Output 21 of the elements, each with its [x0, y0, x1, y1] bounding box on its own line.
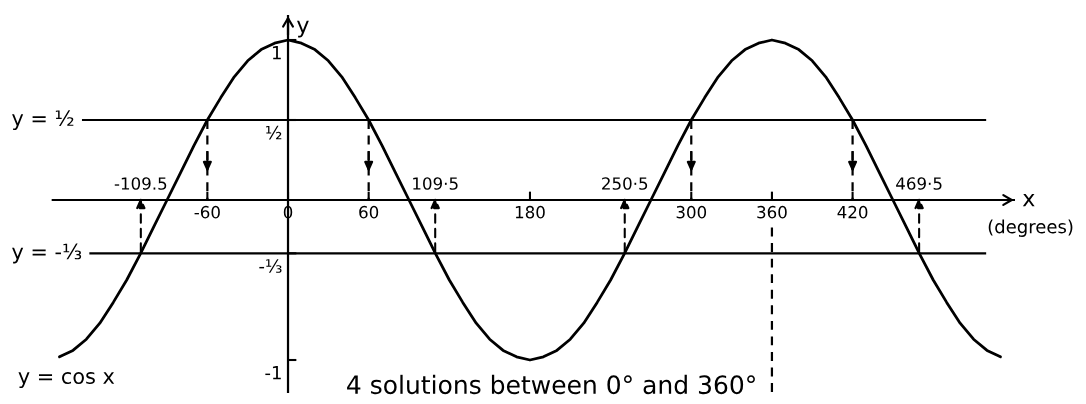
y-tick-label: -1 [265, 366, 281, 380]
x-tick-label: 60 [359, 205, 379, 219]
annotation: 109·5 [413, 177, 458, 190]
annotation: 469·5 [896, 177, 942, 190]
annotation: -109.5 [114, 177, 167, 190]
y-tick-label: 1 [272, 46, 281, 60]
series-label: y = cos x [18, 372, 115, 389]
x-tick-label: 360 [757, 205, 787, 219]
x-tick-label: -60 [194, 205, 220, 219]
annotation: 250·5 [602, 177, 648, 190]
y-tick-label: -⅓ [259, 259, 282, 273]
y-tick-label: ½ [266, 125, 282, 140]
x-tick-label: 420 [837, 205, 868, 219]
annotation: 4 solutions between 0° and 360° [347, 374, 755, 395]
annotation: (degrees) [988, 219, 1073, 237]
x-tick-label: 180 [515, 205, 545, 219]
ref-line-label: y = ½ [12, 110, 74, 131]
x-tick-label: 300 [676, 205, 707, 219]
ref-line-label: y = -⅓ [12, 243, 82, 264]
x-axis-title: x [1022, 193, 1035, 207]
y-axis-title: y [297, 20, 309, 38]
